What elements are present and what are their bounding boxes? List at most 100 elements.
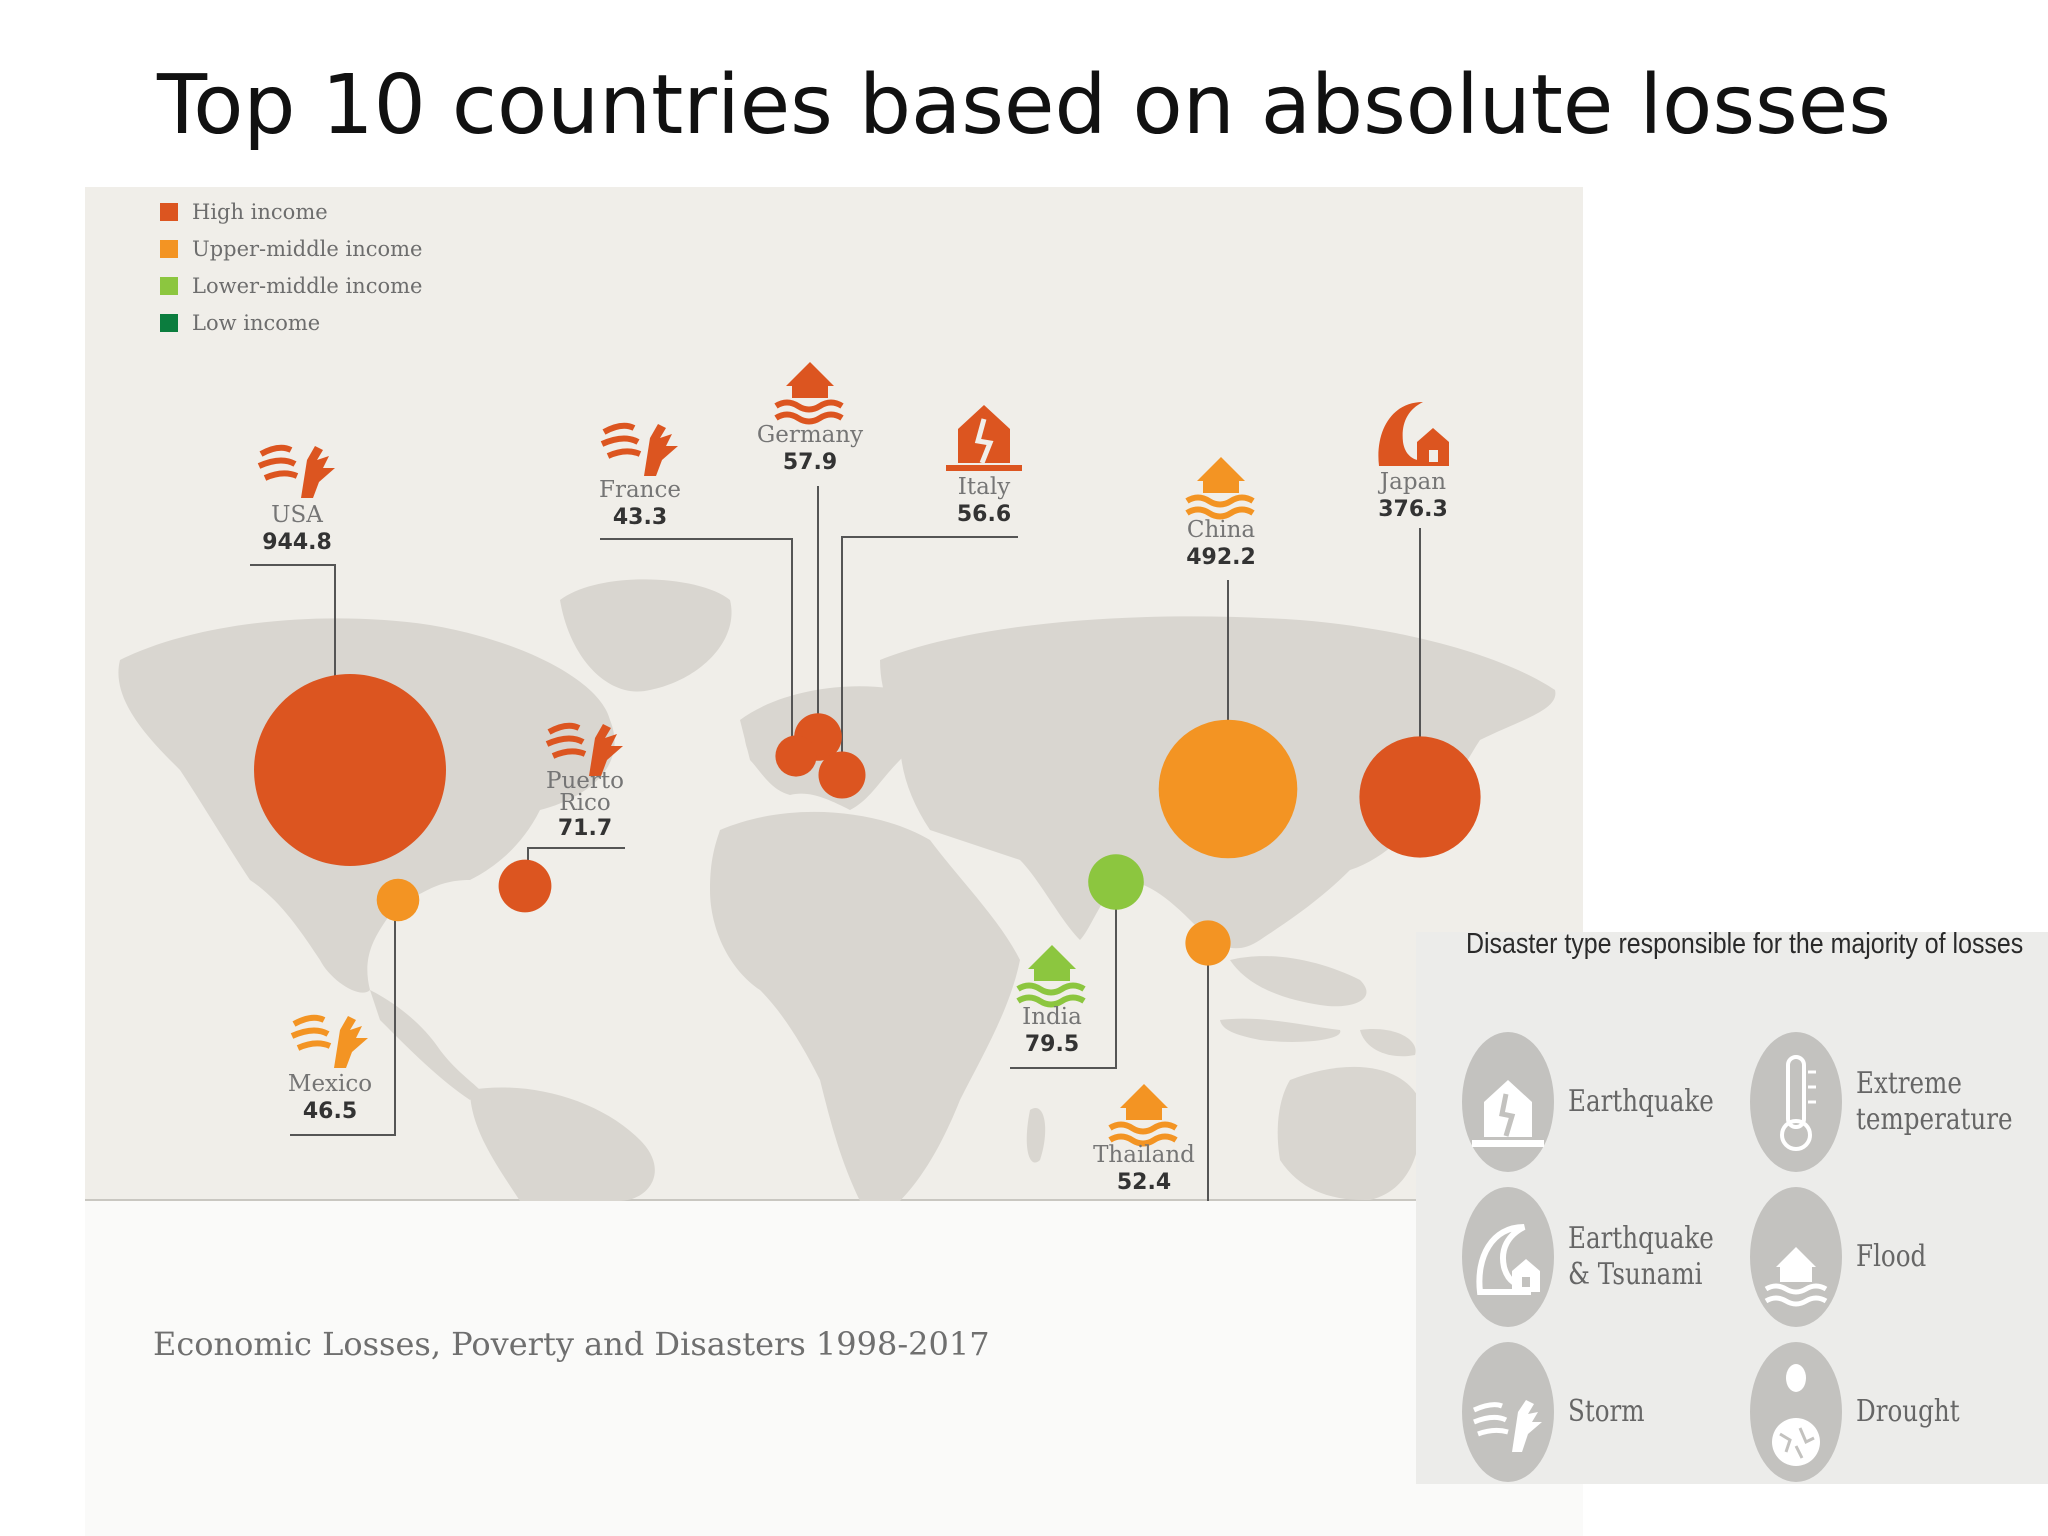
legend-label: Upper-middle income (192, 236, 423, 261)
disaster-item-drought: Drought (1750, 1342, 1982, 1482)
disaster-item-earthquake: Earthquake (1462, 1032, 1746, 1172)
country-name: Germany (756, 422, 864, 448)
leader-line-france (600, 538, 793, 745)
country-label-usa: USA 944.8 (207, 503, 387, 555)
bubble-india (1088, 854, 1144, 910)
country-value: 43.3 (612, 505, 668, 530)
disaster-type-panel: Disaster type responsible for the majori… (1416, 928, 2048, 1484)
country-label-france: France 43.3 (550, 478, 730, 530)
land-uk (745, 735, 769, 760)
bubbles (254, 674, 1481, 966)
disaster-label: Drought (1856, 1394, 1960, 1429)
country-value: 56.6 (956, 502, 1012, 527)
country-value: 52.4 (1116, 1170, 1172, 1195)
legend-swatch (160, 239, 178, 258)
disaster-label: Extreme temperature (1856, 1066, 2013, 1137)
legend-item-lower-middle-income: Lower-middle income (160, 267, 422, 304)
land-australia (1277, 1066, 1421, 1201)
country-name: China (1186, 517, 1256, 543)
legend-item-high-income: High income (160, 193, 422, 230)
country-value: 71.7 (557, 816, 613, 841)
land-southeast-asia (1230, 956, 1367, 1007)
land-south-america (470, 1087, 655, 1201)
disaster-label: Storm (1568, 1394, 1645, 1429)
legend-label: High income (192, 199, 328, 224)
country-label-germany: Germany 57.9 (720, 423, 900, 475)
storm-icon (600, 422, 678, 476)
legend-swatch (160, 202, 178, 221)
flood-icon (774, 362, 844, 425)
country-name: Japan (1379, 469, 1447, 495)
leader-lines (250, 486, 1421, 1201)
land-central-america (370, 990, 480, 1100)
country-label-mexico: Mexico 46.5 (240, 1072, 420, 1124)
map-baseline (85, 1199, 1505, 1201)
legend-swatch (160, 313, 178, 332)
leader-line-usa (250, 564, 336, 725)
legend-item-upper-middle-income: Upper-middle income (160, 230, 422, 267)
legend: High income Upper-middle income Lower-mi… (160, 193, 422, 341)
country-name: France (599, 477, 681, 503)
legend-item-low-income: Low income (160, 304, 422, 341)
flood-icon (1185, 457, 1255, 520)
legend-label: Lower-middle income (192, 273, 423, 298)
bubble-puerto-rico (498, 859, 552, 913)
lower-panel (85, 1201, 1583, 1536)
country-name: India (1022, 1004, 1082, 1030)
legend-swatch (160, 276, 178, 295)
country-name: Thailand (1093, 1142, 1195, 1168)
country-value: 57.9 (782, 450, 838, 475)
flood-icon (1108, 1084, 1178, 1147)
bubble-mexico (376, 878, 420, 922)
land-new-guinea (1360, 1029, 1416, 1057)
disaster-item-earthquake-tsunami: Earthquake & Tsunami (1462, 1187, 1738, 1327)
disaster-panel-title: Disaster type responsible for the majori… (1466, 928, 2024, 960)
bubble-france (775, 735, 817, 777)
country-label-thailand: Thailand 52.4 (1054, 1143, 1234, 1195)
disaster-item-flood: Flood (1750, 1187, 1942, 1327)
disaster-item-extreme-temperature: Extreme temperature (1750, 1032, 2036, 1172)
country-label-japan: Japan 376.3 (1323, 470, 1503, 522)
disaster-label: Flood (1856, 1239, 1927, 1274)
bubble-china (1158, 719, 1298, 859)
map-icons (257, 362, 1449, 1147)
country-value: 79.5 (1024, 1032, 1080, 1057)
storm-icon (545, 722, 623, 776)
storm-icon (1462, 1342, 1554, 1482)
country-value: 492.2 (1186, 545, 1256, 570)
disaster-label: Earthquake & Tsunami (1568, 1221, 1714, 1292)
storm-icon (257, 444, 335, 498)
disaster-label: Earthquake (1568, 1084, 1714, 1119)
leader-line-italy (841, 536, 1018, 762)
country-value: 46.5 (302, 1099, 358, 1124)
leader-line-mexico (290, 912, 396, 1136)
country-name: Italy (957, 474, 1011, 500)
storm-icon (290, 1014, 368, 1068)
flood-icon (1750, 1187, 1842, 1327)
country-label-italy: Italy 56.6 (894, 475, 1074, 527)
country-value: 944.8 (262, 530, 332, 555)
earthquake-icon (1462, 1032, 1554, 1172)
bubble-italy (818, 751, 866, 799)
country-name: Puerto Rico (546, 768, 624, 816)
tsunami-icon (1462, 1187, 1554, 1327)
bubble-thailand (1185, 920, 1231, 966)
country-label-puerto-rico: Puerto Rico 71.7 (525, 770, 645, 840)
country-value: 376.3 (1378, 497, 1448, 522)
drought-icon (1750, 1342, 1842, 1482)
land-madagascar (1026, 1108, 1046, 1163)
legend-label: Low income (192, 310, 321, 335)
disaster-item-storm: Storm (1462, 1342, 1661, 1482)
thermometer-icon (1750, 1032, 1842, 1172)
bubble-usa (254, 674, 446, 866)
land-indonesia (1220, 1018, 1341, 1042)
land-greenland (560, 579, 732, 692)
flood-icon (1016, 945, 1086, 1008)
tsunami-icon (1378, 402, 1449, 466)
slide-title: Top 10 countries based on absolute losse… (157, 58, 1891, 153)
country-name: USA (271, 502, 323, 528)
source-caption: Economic Losses, Poverty and Disasters 1… (153, 1325, 990, 1363)
country-label-china: China 492.2 (1131, 518, 1311, 570)
leader-line-india (1010, 900, 1117, 1069)
